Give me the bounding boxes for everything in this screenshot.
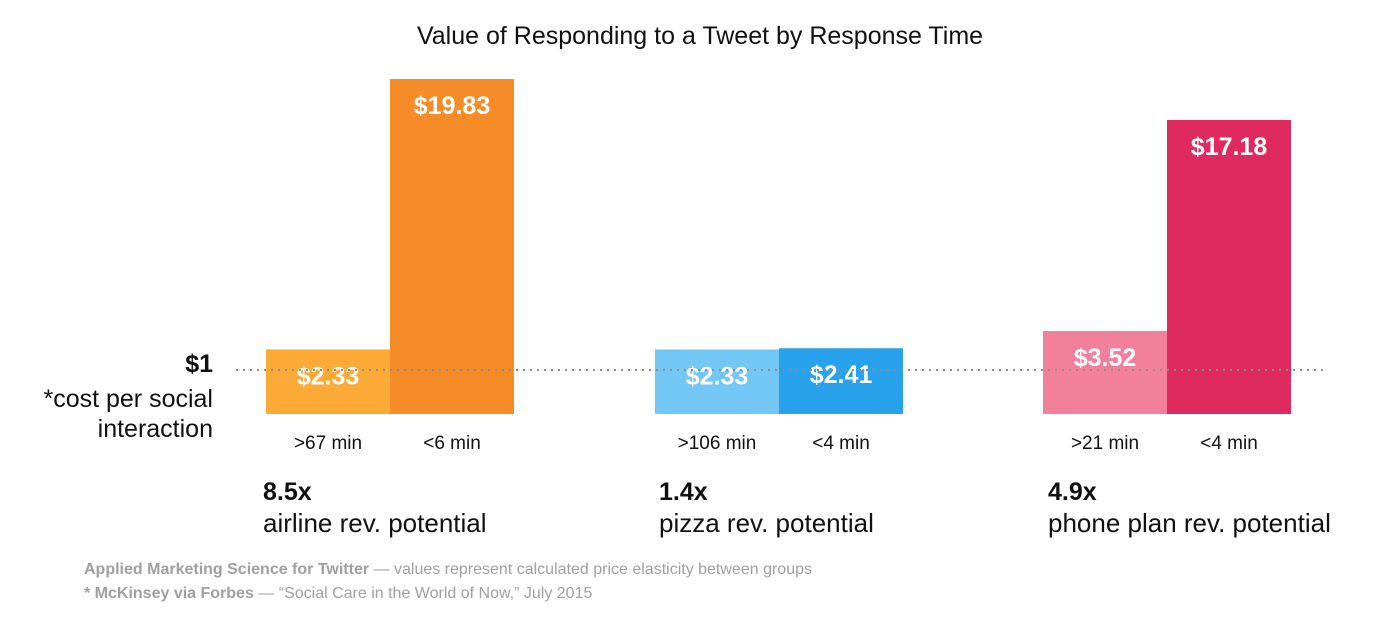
group-ratio-pizza: 1.4x <box>659 478 708 506</box>
footnote-source: Applied Marketing Science for Twitter — … <box>84 561 812 579</box>
bar-airline-fast <box>390 79 514 414</box>
footnote-reference-name: * McKinsey via Forbes <box>84 585 254 602</box>
reference-line-value-label: $1 <box>185 350 213 378</box>
category-tick-label: >67 min <box>294 433 362 454</box>
bar-value-label: $3.52 <box>1074 344 1137 372</box>
category-tick-label: <6 min <box>423 433 481 454</box>
bar-phone-plan-slow <box>1043 331 1167 414</box>
chart-title: Value of Responding to a Tweet by Respon… <box>416 22 984 50</box>
bar-pizza-fast <box>779 348 903 414</box>
group-ratio-airline: 8.5x <box>263 478 312 506</box>
bar-value-label: $2.33 <box>297 362 360 390</box>
footnote-reference-text: — “Social Care in the World of Now,” Jul… <box>253 585 593 602</box>
bar-airline-slow <box>266 349 390 414</box>
bar-value-label: $2.33 <box>686 362 749 390</box>
category-tick-label: >106 min <box>678 433 757 454</box>
category-tick-label: <4 min <box>812 433 870 454</box>
bar-phone-plan-fast <box>1167 119 1291 415</box>
bar-value-label: $19.83 <box>414 92 490 120</box>
group-description-phone-plan: phone plan rev. potential <box>1048 508 1331 538</box>
footnote-source-name: Applied Marketing Science for Twitter <box>84 561 370 578</box>
group-description-airline: airline rev. potential <box>263 508 487 538</box>
bar-value-label: $17.18 <box>1191 133 1268 161</box>
reference-line-note: *cost per social interaction <box>43 385 213 443</box>
bar-value-label: $2.41 <box>810 361 873 389</box>
footnote-reference: * McKinsey via Forbes — “Social Care in … <box>84 585 592 603</box>
group-ratio-phone-plan: 4.9x <box>1048 478 1097 506</box>
group-description-pizza: pizza rev. potential <box>659 508 874 538</box>
category-tick-label: >21 min <box>1071 433 1139 454</box>
bar-pizza-slow <box>655 349 779 414</box>
category-tick-label: <4 min <box>1200 433 1258 454</box>
footnote-source-text: — values represent calculated price elas… <box>369 561 812 578</box>
